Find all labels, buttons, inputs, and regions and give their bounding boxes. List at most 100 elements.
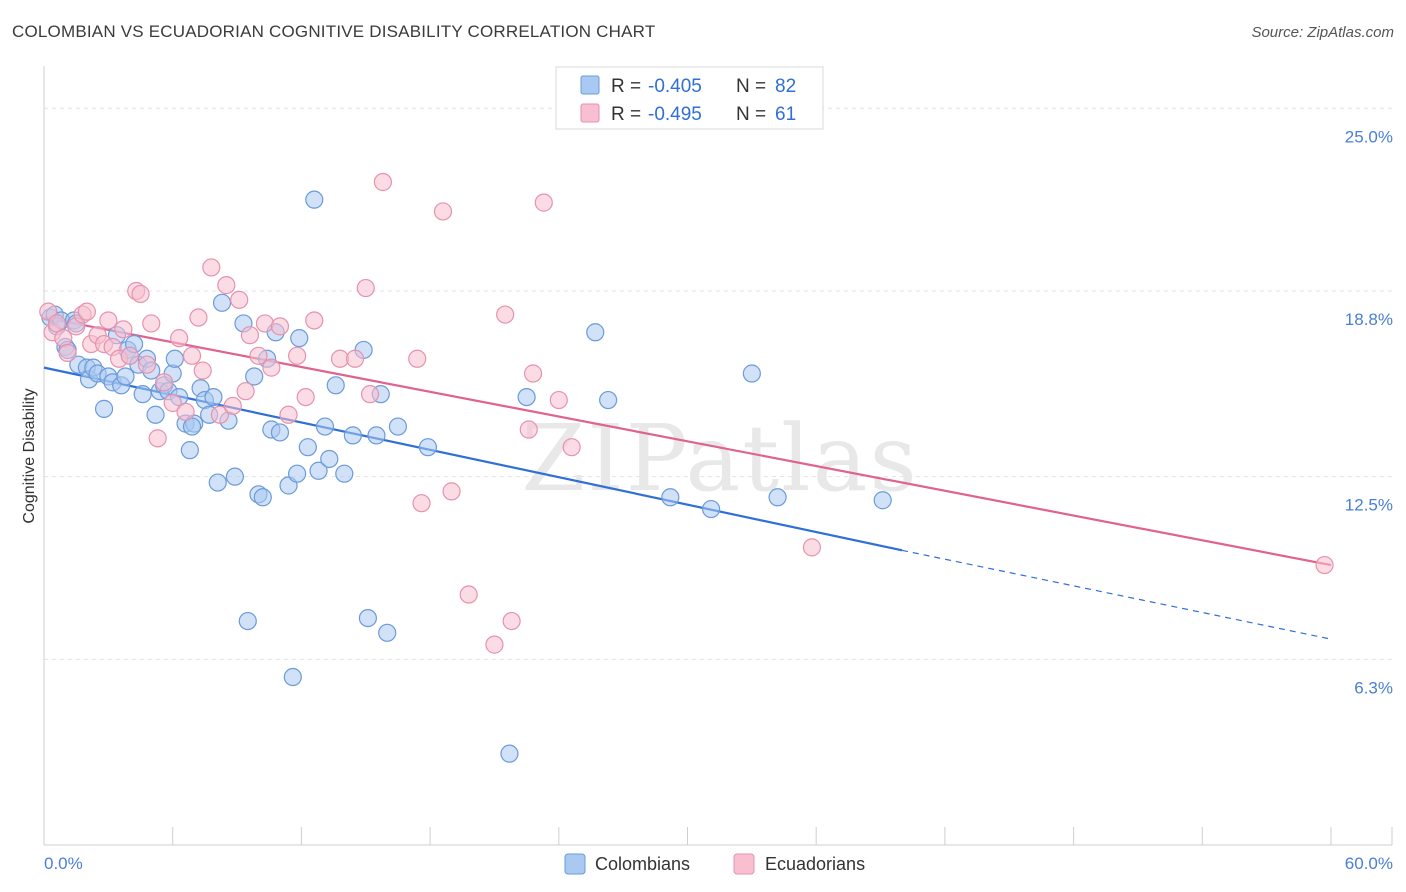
ecuadorians-point-35 <box>249 346 268 365</box>
ecuadorians-point-24 <box>176 402 195 421</box>
y-axis-label: Cognitive Disability <box>21 388 38 523</box>
ecuadorians-point-15 <box>120 346 139 365</box>
ecuadorians-point-40 <box>288 346 307 365</box>
x-tick-label-max: 60.0% <box>1345 854 1393 873</box>
ecuadorians-point-19 <box>142 314 161 333</box>
ecuadorians-point-57 <box>534 193 553 212</box>
ecuadorians-point-28 <box>202 258 221 277</box>
ecuadorians-point-62 <box>459 585 478 604</box>
ecuadorians-point-42 <box>305 311 324 330</box>
ecuadorians-point-48 <box>408 349 427 368</box>
ecuadorians-point-46 <box>360 385 380 404</box>
y-tick-label-0: 6.3% <box>1354 678 1393 697</box>
colombians-point-43 <box>225 467 245 486</box>
legend-n-label-colombians: N = <box>736 76 766 97</box>
colombians-point-72 <box>500 744 519 763</box>
ecuadorians-trend-line <box>43 316 1332 567</box>
colombians-point-57 <box>298 438 317 457</box>
ecuadorians-point-60 <box>802 538 822 557</box>
y-tick-labels: 6.3% 12.5% 18.8% 25.0% <box>1345 127 1393 697</box>
colombians-point-45 <box>238 611 257 631</box>
axes <box>43 66 1393 846</box>
series-legend: Colombians Ecuadorians <box>564 853 865 875</box>
colombians-point-56 <box>290 329 309 348</box>
ecuadorians-point-55 <box>519 420 538 439</box>
colombians-point-71 <box>418 438 438 457</box>
colombians-point-46 <box>245 367 264 386</box>
ecuadorians-point-27 <box>193 361 212 380</box>
ecuadorians-point-61 <box>1315 555 1334 575</box>
legend-swatch-ecuadorians <box>580 103 600 123</box>
ecuadorians-point-50 <box>433 202 453 221</box>
colombians-point-48 <box>253 488 272 507</box>
y-tick-label-1: 12.5% <box>1345 496 1393 515</box>
ecuadorians-point-39 <box>279 405 298 424</box>
correlation-legend: R = -0.405 N = 82 R = -0.495 N = 61 <box>555 66 824 130</box>
colombians-point-23 <box>133 385 152 404</box>
colombians-point-63 <box>335 464 354 483</box>
ecuadorians-point-11 <box>99 311 118 330</box>
ecuadorians-point-45 <box>356 278 375 298</box>
ecuadorians-point-30 <box>217 276 236 295</box>
colombians-point-26 <box>146 405 165 424</box>
ecuadorians-points <box>39 172 1334 654</box>
colombians-point-77 <box>701 499 721 519</box>
ecuadorians-point-38 <box>270 317 290 336</box>
colombians-point-41 <box>212 293 232 312</box>
colombians-point-62 <box>326 376 345 395</box>
ecuadorians-point-51 <box>442 482 461 501</box>
colombians-point-69 <box>378 623 397 642</box>
ecuadorians-point-23 <box>170 329 189 348</box>
y-tick-label-3: 25.0% <box>1345 127 1393 146</box>
chart-title: COLOMBIAN VS ECUADORIAN COGNITIVE DISABI… <box>12 22 656 41</box>
legend-r-colombians: -0.405 <box>648 76 702 97</box>
legend-n-ecuadorians: 61 <box>775 104 796 125</box>
ecuadorians-point-37 <box>262 358 281 377</box>
ecuadorians-point-20 <box>148 429 167 448</box>
colombians-point-79 <box>768 488 787 507</box>
colombians-point-73 <box>517 387 536 407</box>
x-tick-labels: 0.0% 60.0% <box>44 854 1393 873</box>
colombians-point-78 <box>742 364 761 383</box>
colombians-point-31 <box>165 349 184 368</box>
source-label: Source: ZipAtlas.com <box>1251 24 1394 41</box>
ecuadorians-point-49 <box>412 494 431 513</box>
colombians-point-67 <box>367 426 386 445</box>
colombians-point-52 <box>270 423 290 442</box>
colombians-point-54 <box>283 667 302 687</box>
colombians-point-59 <box>309 461 328 480</box>
ecuadorians-point-4 <box>58 343 77 362</box>
ecuadorians-point-29 <box>210 405 229 424</box>
ecuadorians-point-26 <box>189 308 208 327</box>
ecuadorians-point-59 <box>562 438 581 457</box>
y-tick-label-2: 18.8% <box>1345 310 1393 329</box>
colombians-trend-extension <box>901 549 1330 640</box>
ecuadorians-point-22 <box>163 393 182 413</box>
x-tick-label-min: 0.0% <box>44 854 83 873</box>
colombians-point-39 <box>204 387 223 407</box>
colombians-point-18 <box>116 367 135 386</box>
ecuadorians-point-17 <box>131 284 150 304</box>
legend-r-label-colombians: R = <box>611 76 641 97</box>
colombians-point-61 <box>320 449 339 469</box>
legend-n-label-ecuadorians: N = <box>736 104 766 125</box>
ecuadorians-point-31 <box>223 396 242 416</box>
colombians-point-58 <box>305 190 324 209</box>
ecuadorians-point-54 <box>502 611 521 631</box>
ecuadorians-point-36 <box>255 314 275 333</box>
colombians-point-40 <box>208 473 227 492</box>
ecuadorians-point-56 <box>523 364 543 383</box>
colombians-point-60 <box>315 417 335 436</box>
colombians-point-70 <box>388 417 408 436</box>
legend-n-colombians: 82 <box>775 76 796 97</box>
ecuadorians-point-47 <box>373 172 393 192</box>
bottom-legend-ecuadorians: Ecuadorians <box>765 854 865 874</box>
ecuadorians-point-14 <box>114 320 133 339</box>
ecuadorians-point-58 <box>549 390 568 410</box>
colombians-point-34 <box>180 441 199 460</box>
ecuadorians-point-33 <box>236 382 255 401</box>
legend-r-ecuadorians: -0.495 <box>648 104 702 125</box>
ecuadorians-point-32 <box>230 290 249 309</box>
bottom-legend-colombians: Colombians <box>595 854 690 874</box>
